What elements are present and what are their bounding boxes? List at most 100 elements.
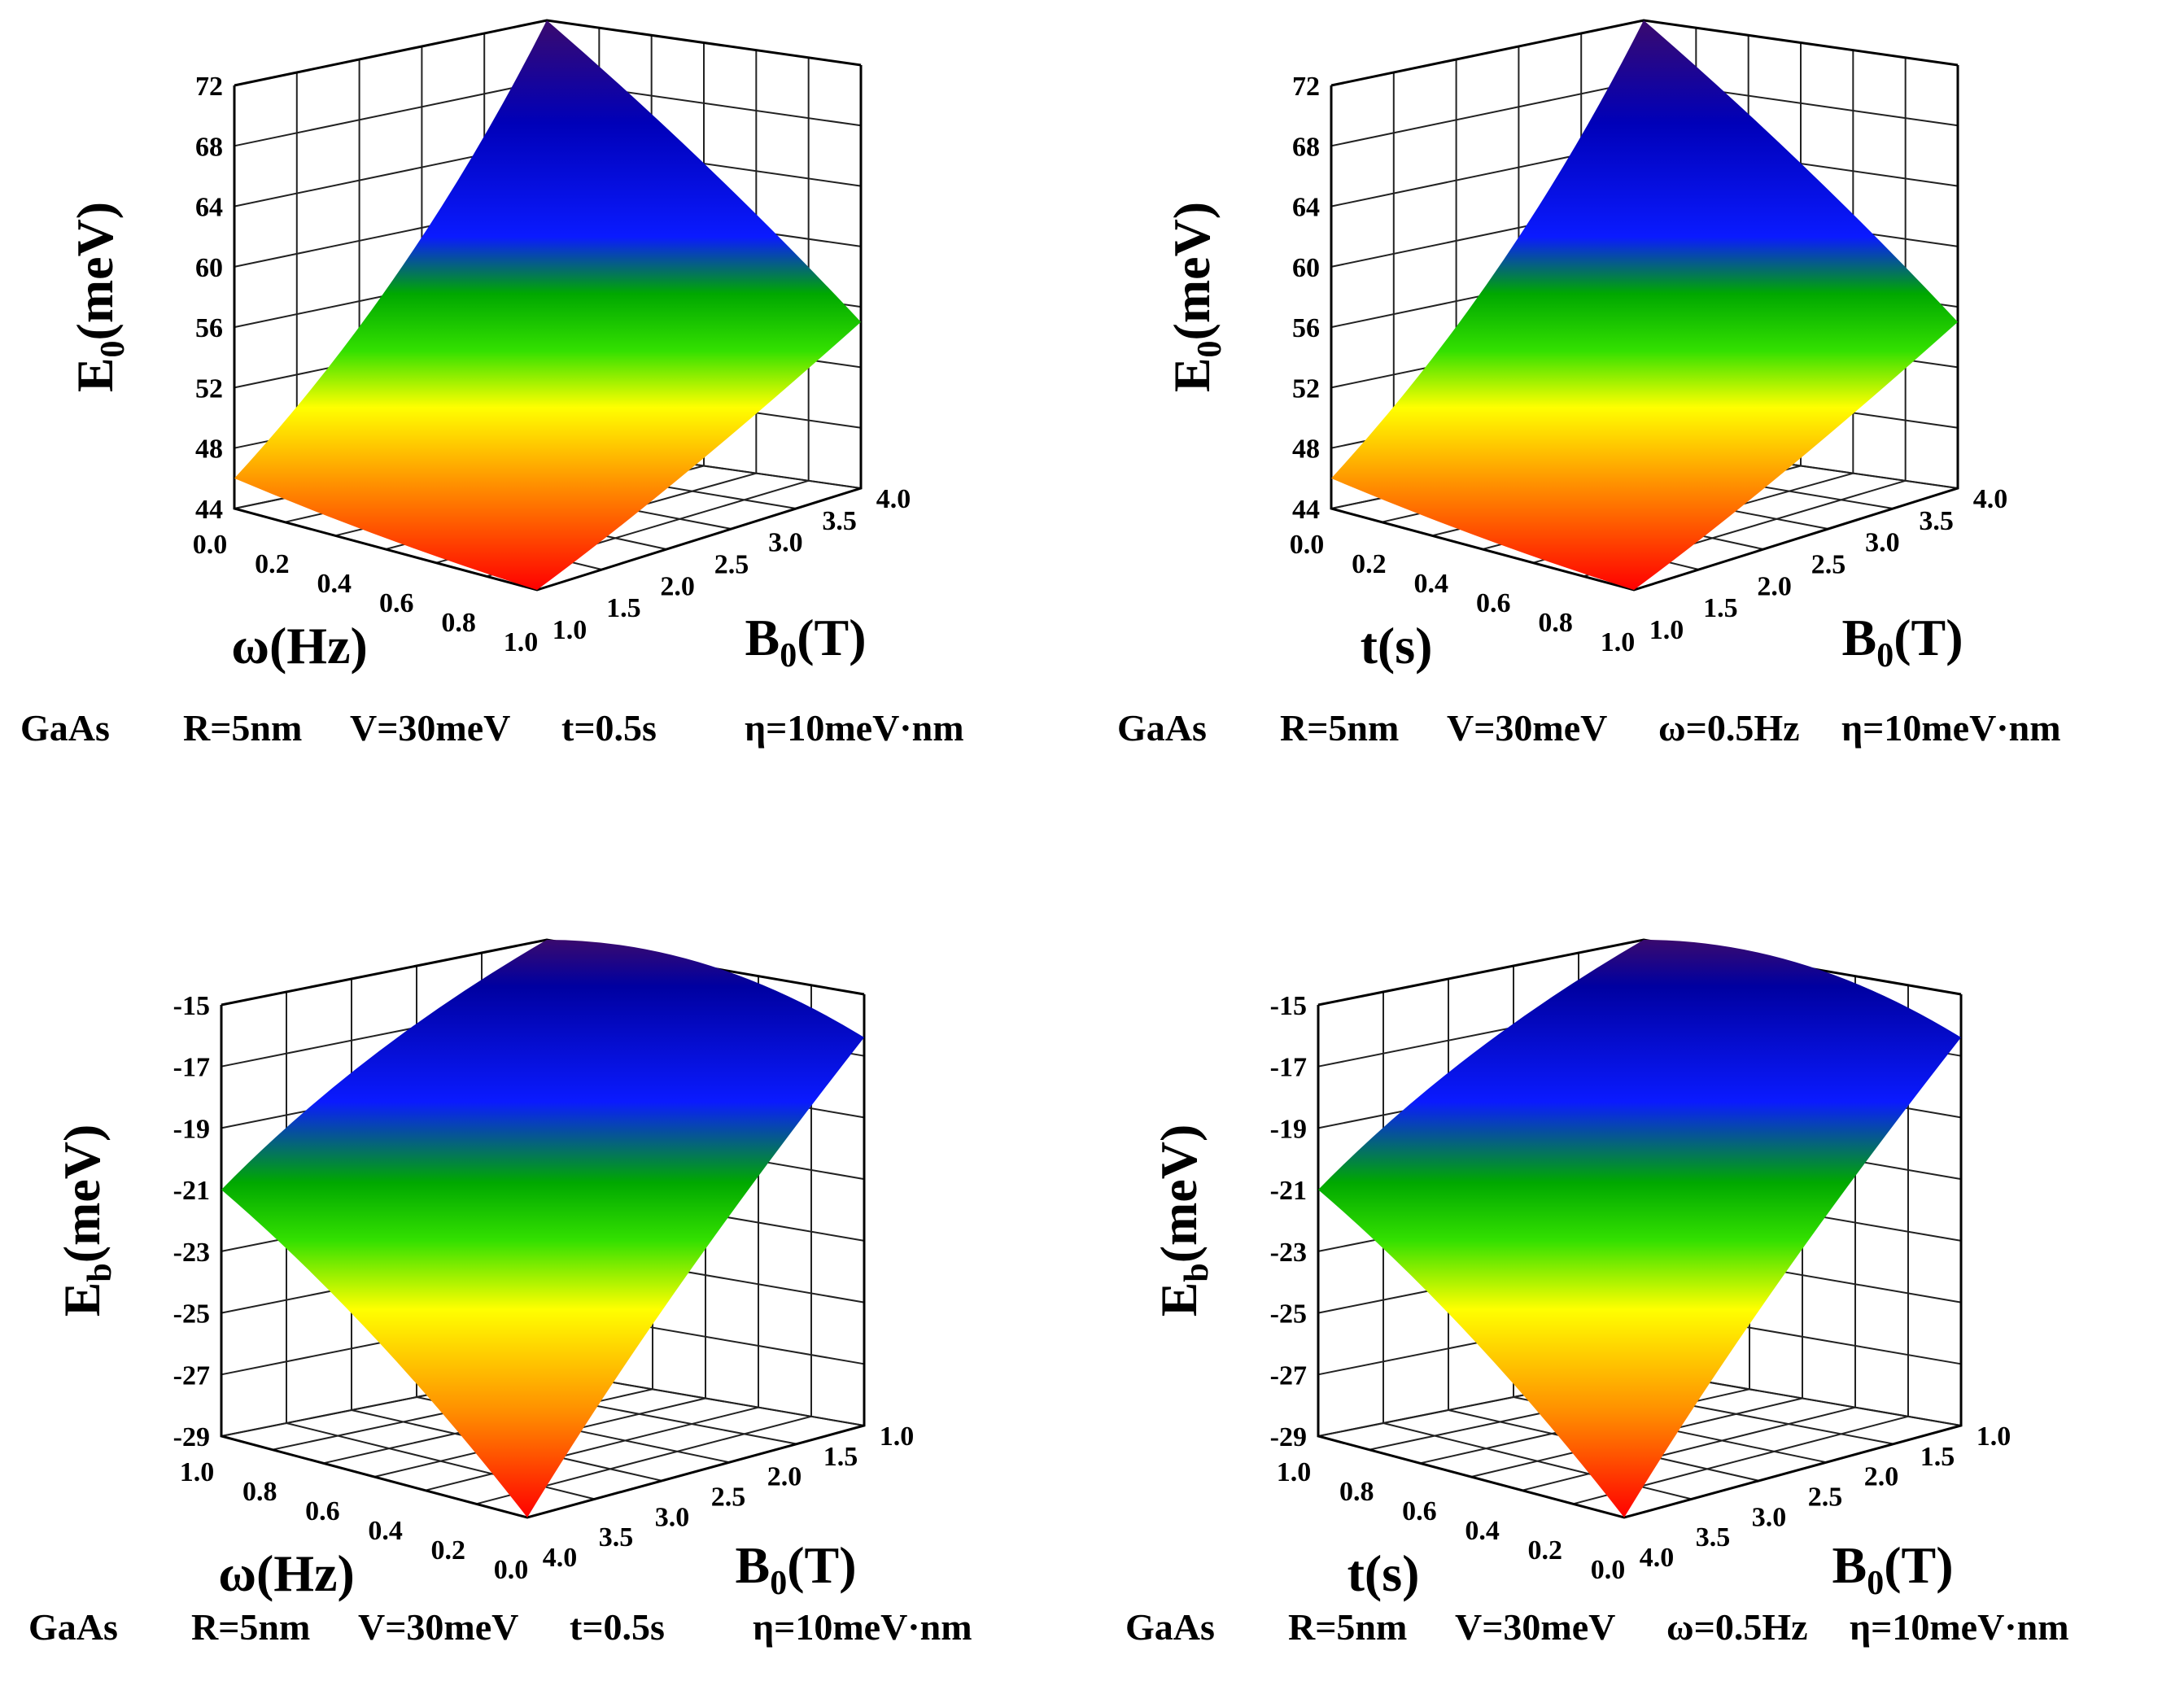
- y-tick-label: 4.0: [1640, 1543, 1675, 1573]
- z-tick-label: 48: [195, 435, 223, 465]
- z-tick-label: -23: [173, 1238, 210, 1268]
- x-tick-label: 0.4: [1465, 1516, 1500, 1546]
- x-tick-label: 0.0: [494, 1555, 529, 1585]
- surface: [221, 940, 864, 1518]
- x-tick-label: 0.4: [317, 569, 352, 599]
- z-tick-label: -27: [1270, 1360, 1307, 1391]
- caption-item: η=10meV·nm: [1841, 707, 2061, 749]
- z-tick-label: 72: [1292, 72, 1320, 102]
- x-tick-label: 1.0: [180, 1457, 215, 1487]
- parameter-caption: GaAs R=5nm V=30meV ω=0.5Hz η=10meV·nm: [1125, 1606, 2069, 1648]
- y-tick-label: 3.5: [599, 1522, 634, 1552]
- z-tick-label: -17: [173, 1053, 210, 1083]
- caption-item: η=10meV·nm: [1850, 1606, 2069, 1648]
- x-tick-label: 0.4: [368, 1516, 403, 1546]
- z-axis-label: Eb(meV): [1150, 1124, 1216, 1317]
- z-tick-label: 68: [195, 132, 223, 162]
- y-tick-label: 4.0: [1973, 484, 2008, 514]
- y-tick-label: 4.0: [876, 484, 911, 514]
- z-tick-label: 60: [195, 253, 223, 283]
- x-axis-label: ω(Hz): [231, 617, 368, 675]
- z-tick-label: 72: [195, 72, 223, 102]
- z-tick-label: -25: [173, 1299, 210, 1330]
- y-tick-label: 3.0: [655, 1502, 690, 1532]
- panel-eb-vs-t: -15 -17 -19 -21 -23 -25 -27 -29 1.0 0.8 0.6 0.4 0.2 0…: [1125, 938, 2069, 1648]
- y-tick-label: 1.0: [553, 615, 587, 645]
- caption-item: R=5nm: [191, 1606, 310, 1648]
- x-tick-label: 0.6: [1476, 588, 1511, 618]
- z-tick-labels: -15 -17 -19 -21 -23 -25 -27 -29: [1270, 991, 1307, 1452]
- y-tick-labels: 4.0 3.5 3.0 2.5 2.0 1.5 1.0: [543, 1421, 915, 1573]
- x-tick-label: 0.0: [1290, 530, 1325, 560]
- x-tick-label: 1.0: [504, 627, 539, 657]
- caption-item: GaAs: [28, 1606, 118, 1648]
- x-tick-label: 0.4: [1414, 569, 1449, 599]
- x-tick-label: 0.8: [441, 608, 476, 638]
- y-axis-label: B0(T): [745, 609, 867, 675]
- x-axis-label: t(s): [1361, 617, 1433, 675]
- y-tick-label: 3.0: [1752, 1502, 1787, 1532]
- z-tick-label: -21: [173, 1176, 210, 1206]
- y-tick-label: 3.5: [1919, 506, 1954, 536]
- caption-item: R=5nm: [1288, 1606, 1407, 1648]
- z-tick-label: 60: [1292, 253, 1320, 283]
- z-tick-label: 56: [195, 313, 223, 343]
- z-tick-label: -27: [173, 1360, 210, 1391]
- y-tick-label: 1.0: [1649, 615, 1684, 645]
- panel-e0-vs-t: 72 68 64 60 56 52 48 44 0.0 0.2 0.4 0.6 0.8 1.0 1.0 1.5…: [1117, 19, 2061, 749]
- x-tick-label: 0.0: [193, 530, 228, 560]
- caption-item: V=30meV: [1447, 707, 1607, 749]
- z-tick-labels: 72 68 64 60 56 52 48 44: [1292, 72, 1320, 525]
- y-tick-labels: 1.0 1.5 2.0 2.5 3.0 3.5 4.0: [553, 484, 911, 645]
- caption-item: R=5nm: [183, 707, 302, 749]
- y-axis-label: B0(T): [1832, 1536, 1954, 1602]
- caption-item: GaAs: [1117, 707, 1207, 749]
- z-tick-label: 64: [1292, 193, 1320, 223]
- x-tick-label: 0.8: [1538, 608, 1573, 638]
- z-axis-label: E0(meV): [1163, 202, 1229, 392]
- z-tick-label: -19: [173, 1114, 210, 1144]
- z-tick-labels: -15 -17 -19 -21 -23 -25 -27 -29: [173, 991, 210, 1452]
- y-tick-label: 2.5: [711, 1483, 746, 1513]
- z-tick-label: -25: [1270, 1299, 1307, 1330]
- z-tick-label: -23: [1270, 1238, 1307, 1268]
- z-axis-label: E0(meV): [66, 202, 132, 392]
- y-tick-label: 1.0: [1977, 1421, 2011, 1452]
- z-tick-label: -15: [1270, 991, 1307, 1021]
- y-tick-label: 4.0: [543, 1543, 578, 1573]
- surface: [234, 20, 861, 590]
- x-tick-label: 0.2: [255, 549, 290, 579]
- x-tick-label: 0.0: [1591, 1555, 1626, 1585]
- y-tick-labels: 1.0 1.5 2.0 2.5 3.0 3.5 4.0: [1649, 484, 2008, 645]
- z-tick-label: 48: [1292, 435, 1320, 465]
- grid-floor-line: [1522, 1406, 1856, 1491]
- y-tick-label: 1.5: [823, 1442, 858, 1472]
- y-tick-label: 2.5: [1808, 1483, 1843, 1513]
- caption-item: η=10meV·nm: [745, 707, 964, 749]
- y-tick-label: 2.5: [1811, 550, 1846, 580]
- caption-item: V=30meV: [1455, 1606, 1615, 1648]
- z-tick-label: -29: [173, 1422, 210, 1452]
- x-tick-labels: 0.0 0.2 0.4 0.6 0.8 1.0: [193, 530, 539, 657]
- z-tick-label: 64: [195, 193, 223, 223]
- surface: [1331, 20, 1958, 590]
- caption-item: R=5nm: [1280, 707, 1399, 749]
- y-tick-labels: 4.0 3.5 3.0 2.5 2.0 1.5 1.0: [1640, 1421, 2011, 1573]
- y-tick-label: 1.5: [1920, 1442, 1955, 1472]
- y-tick-label: 3.5: [1696, 1522, 1731, 1552]
- x-tick-labels: 0.0 0.2 0.4 0.6 0.8 1.0: [1290, 530, 1636, 657]
- panel-eb-vs-omega: -15 -17 -19 -21 -23 -25 -27 -29 1.0 0.8 0.6 0.4 0.2 0…: [28, 938, 972, 1648]
- x-tick-label: 0.2: [1528, 1535, 1563, 1566]
- y-tick-label: 3.0: [1865, 528, 1900, 558]
- caption-item: V=30meV: [358, 1606, 518, 1648]
- y-tick-label: 3.0: [768, 528, 803, 558]
- parameter-caption: GaAs R=5nm V=30meV t=0.5s η=10meV·nm: [28, 1606, 972, 1648]
- y-tick-label: 2.5: [714, 550, 749, 580]
- x-tick-label: 1.0: [1601, 627, 1636, 657]
- surface: [1318, 940, 1961, 1518]
- z-axis-label: Eb(meV): [53, 1124, 119, 1317]
- y-tick-label: 2.0: [1757, 571, 1792, 601]
- x-tick-labels: 1.0 0.8 0.6 0.4 0.2 0.0: [180, 1457, 529, 1585]
- panel-e0-vs-omega: 72 68 64 60 56 52 48 44 0.0 0.2 0.4 0.6 0.8 1.0 1.0 1.5…: [20, 19, 964, 749]
